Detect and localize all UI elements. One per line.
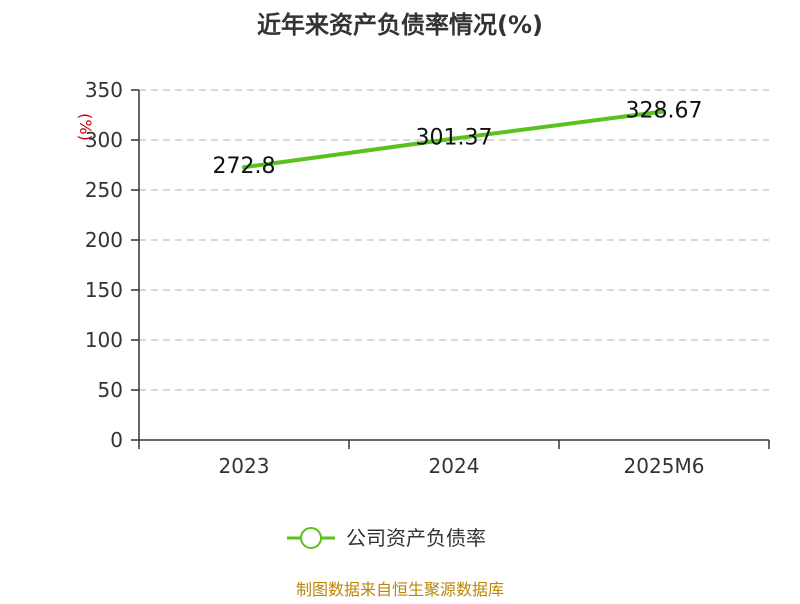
legend-circle-marker [300,527,322,549]
data-label: 301.37 [416,126,493,151]
y-tick-label: 250 [85,178,123,202]
data-point[interactable] [662,109,666,114]
data-point[interactable] [242,165,246,170]
data-point[interactable] [452,136,456,141]
y-tick-label: 0 [110,428,123,452]
y-tick-label: 200 [85,228,123,252]
x-tick-label: 2024 [429,454,480,478]
chart-title: 近年来资产负债率情况(%) [257,11,543,39]
y-tick-label: 350 [85,78,123,102]
series-lines [242,109,666,170]
data-label: 272.8 [213,154,276,179]
data-label: 328.67 [626,98,703,123]
source-note: 制图数据来自恒生聚源数据库 [296,580,504,599]
y-axis-label: (%) [76,113,95,141]
y-tick-label: 50 [98,378,123,402]
y-tick-label: 100 [85,328,123,352]
legend[interactable]: 公司资产负债率 [287,526,486,550]
axes: 0 50 100 150 200 250 300 350 2023 2024 2025M6 [85,78,770,478]
data-labels: 272.8 301.37 328.67 [213,98,703,179]
x-tick-label: 2025M6 [624,454,705,478]
legend-label: 公司资产负债率 [346,526,486,550]
y-tick-label: 150 [85,278,123,302]
y-tick-label: 300 [85,128,123,152]
x-tick-label: 2023 [219,454,270,478]
